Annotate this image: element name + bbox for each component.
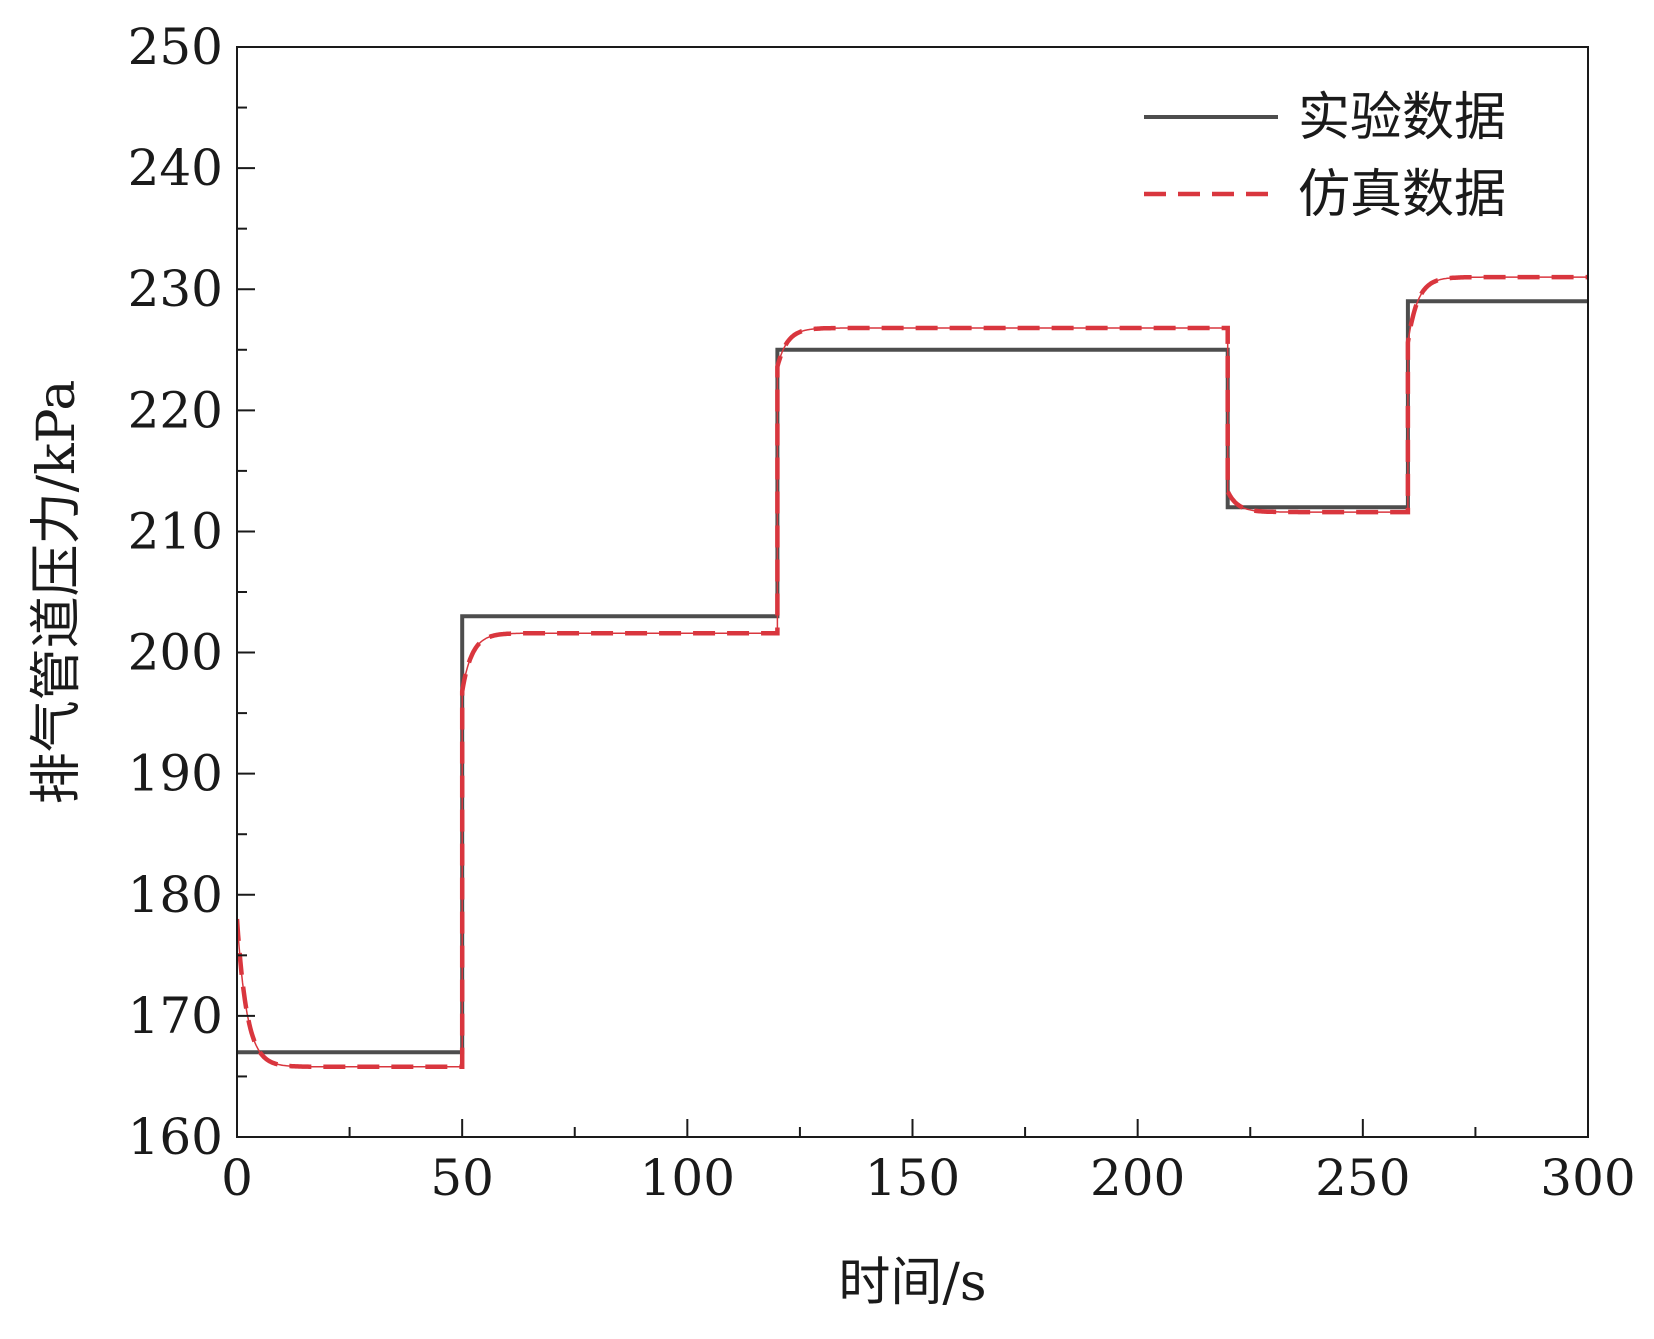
x-tick-label: 200 xyxy=(1090,1149,1185,1207)
y-tick-label: 190 xyxy=(128,745,223,803)
y-tick-label: 230 xyxy=(128,260,223,318)
legend-label: 仿真数据 xyxy=(1298,165,1506,225)
y-tick-label: 220 xyxy=(128,381,223,439)
y-axis-title: 排气管道压力/kPa xyxy=(27,380,87,805)
x-tick-label: 250 xyxy=(1315,1149,1410,1207)
y-tick-label: 170 xyxy=(128,987,223,1045)
y-tick-label: 250 xyxy=(128,18,223,76)
series-line-simulation xyxy=(237,274,1588,1070)
series-line-simulation-thin xyxy=(237,276,1588,1068)
y-tick-label: 210 xyxy=(128,502,223,560)
x-tick-label: 0 xyxy=(221,1149,253,1207)
x-axis-title: 时间/s xyxy=(838,1253,986,1313)
x-tick-label: 300 xyxy=(1540,1149,1635,1207)
series-line-experimental xyxy=(237,299,1588,1055)
y-tick-label: 180 xyxy=(128,866,223,924)
y-tick-label: 200 xyxy=(128,624,223,682)
y-tick-label: 240 xyxy=(128,139,223,197)
x-tick-label: 50 xyxy=(430,1149,494,1207)
y-tick-label: 160 xyxy=(128,1108,223,1166)
x-tick-label: 100 xyxy=(640,1149,735,1207)
legend-label: 实验数据 xyxy=(1298,88,1506,148)
x-tick-label: 150 xyxy=(865,1149,960,1207)
